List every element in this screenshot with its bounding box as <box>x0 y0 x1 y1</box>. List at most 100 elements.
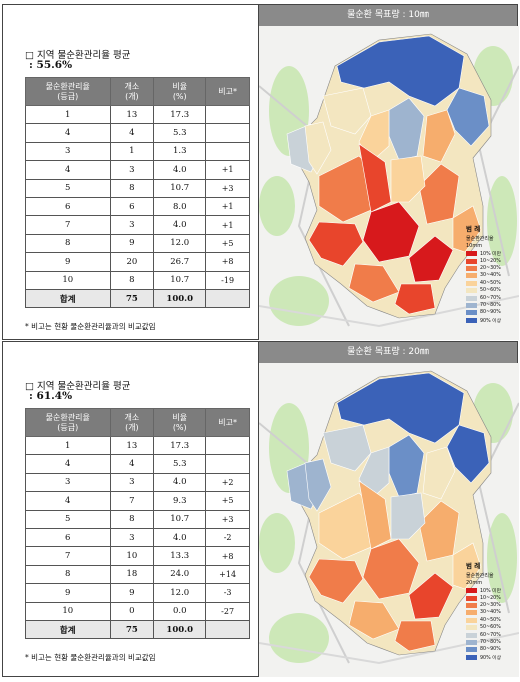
count-cell: 4 <box>109 123 155 143</box>
table-header-row: 물순환관리율 (등급) 개소 (개) 비율 (%) 비고* <box>25 408 250 437</box>
legend-item: 60~70% <box>466 294 501 301</box>
table-row: 3 3 4.0 +2 <box>25 472 250 493</box>
map-legend: 범 례 물순환관리율 10mm 10% 미만 10~20% 20~30% 30~40% 40~… <box>466 223 501 324</box>
legend-unit: 10mm <box>466 243 483 249</box>
legend-label: 30~40% <box>480 610 501 616</box>
legend-swatch <box>466 310 477 316</box>
grade-cell: 1 <box>25 435 111 456</box>
grade-cell: 1 <box>25 104 111 125</box>
legend-swatch <box>466 647 477 653</box>
table-row: 5 8 10.7 +3 <box>25 178 250 198</box>
count-cell: 4 <box>109 454 155 474</box>
note-cell: +14 <box>205 564 250 585</box>
legend-label: 70~80% <box>480 639 501 645</box>
total-ratio: 100.0 <box>153 619 207 640</box>
ratio-cell: 12.0 <box>153 583 207 603</box>
legend-label: 90% 이상 <box>480 318 502 324</box>
map-region <box>408 572 454 620</box>
count-cell: 7 <box>109 491 155 511</box>
map-region <box>390 492 426 540</box>
grade-table: 물순환관리율 (등급) 개소 (개) 비율 (%) 비고* 1 13 17.3 4 4 5.3 3… <box>25 408 250 640</box>
total-ratio: 100.0 <box>153 288 207 309</box>
col-count-header: 개소 (개) <box>109 77 155 106</box>
note-cell: -27 <box>205 601 250 621</box>
grade-cell: 6 <box>25 527 111 548</box>
table-row: 4 3 4.0 +1 <box>25 160 250 180</box>
legend-label: 70~80% <box>480 302 501 308</box>
ratio-cell: 17.3 <box>153 104 207 125</box>
ratio-cell: 4.0 <box>153 472 207 493</box>
note-cell <box>205 435 250 456</box>
legend-swatch <box>466 617 477 623</box>
table-row: 7 3 4.0 +1 <box>25 215 250 235</box>
col-count-header: 개소 (개) <box>109 408 155 437</box>
total-note <box>205 619 250 640</box>
col-note-header: 비고* <box>205 77 250 106</box>
count-cell: 1 <box>109 141 155 162</box>
map-title: 물순환 목표량 : 10㎜ <box>259 5 517 26</box>
grade-cell: 3 <box>25 472 111 493</box>
ratio-cell: 12.0 <box>153 233 207 254</box>
map-section: 물순환 목표량 : 10㎜ 범 례 물순환관리율 10mm 10% 미만 10~20% 2… <box>259 5 519 340</box>
legend-swatch <box>466 595 477 601</box>
grade-cell: 5 <box>25 178 111 198</box>
note-cell <box>205 104 250 125</box>
legend-item: 50~60% <box>466 287 501 294</box>
total-note <box>205 288 250 309</box>
count-cell: 8 <box>109 509 155 529</box>
table-row: 5 8 10.7 +3 <box>25 509 250 529</box>
legend-title: 범 례 <box>466 225 481 233</box>
table-row: 8 9 12.0 +5 <box>25 233 250 254</box>
legend-item: 10% 미만 <box>466 587 501 594</box>
green-area <box>259 176 295 236</box>
col-note-header: 비고* <box>205 408 250 437</box>
map-region <box>422 446 456 500</box>
map-region <box>308 221 364 267</box>
grade-cell: 6 <box>25 196 111 217</box>
count-cell: 3 <box>109 215 155 235</box>
legend-label: 10~20% <box>480 595 501 601</box>
legend-label: 60~70% <box>480 632 501 638</box>
grade-cell: 10 <box>25 601 111 621</box>
legend-label: 10% 미만 <box>480 589 502 595</box>
legend-swatch <box>466 251 477 257</box>
grade-cell: 9 <box>25 252 111 272</box>
legend-item: 90% 이상 <box>466 317 501 324</box>
col-ratio-header: 비율 (%) <box>153 408 207 437</box>
grade-cell: 7 <box>25 215 111 235</box>
table-row: 1 13 17.3 <box>25 435 250 456</box>
grade-cell: 5 <box>25 509 111 529</box>
total-row: 합계 75 100.0 <box>25 619 250 640</box>
legend-item: 40~50% <box>466 617 501 624</box>
map-region <box>322 87 372 135</box>
grade-table: 물순환관리율 (등급) 개소 (개) 비율 (%) 비고* 1 13 17.3 4 4 5.3 3… <box>25 77 250 309</box>
table-body: 1 13 17.3 4 4 5.3 3 1 1.3 4 3 4.0 +1 5 8 10.7 +3 6 6 8.0 +1 7… <box>25 104 250 309</box>
green-area <box>487 513 517 603</box>
legend-swatch <box>466 302 477 308</box>
note-cell: -2 <box>205 527 250 548</box>
legend-label: 80~90% <box>480 647 501 653</box>
ratio-cell: 5.3 <box>153 454 207 474</box>
map-region <box>336 35 465 107</box>
legend-item: 10~20% <box>466 594 501 601</box>
table-row: 6 6 8.0 +1 <box>25 196 250 217</box>
legend-swatch <box>466 654 477 660</box>
note-cell: +5 <box>205 491 250 511</box>
col-grade-header: 물순환관리율 (등급) <box>25 408 111 437</box>
count-cell: 3 <box>109 527 155 548</box>
table-row: 10 8 10.7 -19 <box>25 270 250 290</box>
map-region <box>304 458 332 512</box>
legend-item: 60~70% <box>466 631 501 638</box>
legend-swatch <box>466 273 477 279</box>
note-cell: +3 <box>205 178 250 198</box>
map-legend: 범 례 물순환관리율 20mm 10% 미만 10~20% 20~30% 30~40% 40~… <box>466 560 501 661</box>
map-region <box>452 205 482 253</box>
map-region <box>348 600 400 640</box>
section-heading: □ 지역 물순환관리율 평균 <box>25 381 131 392</box>
legend-item: 10~20% <box>466 257 501 264</box>
grade-cell: 10 <box>25 270 111 290</box>
legend-item: 70~80% <box>466 639 501 646</box>
map-region <box>304 121 332 175</box>
table-row: 10 0 0.0 -27 <box>25 601 250 621</box>
legend-swatch <box>466 295 477 301</box>
